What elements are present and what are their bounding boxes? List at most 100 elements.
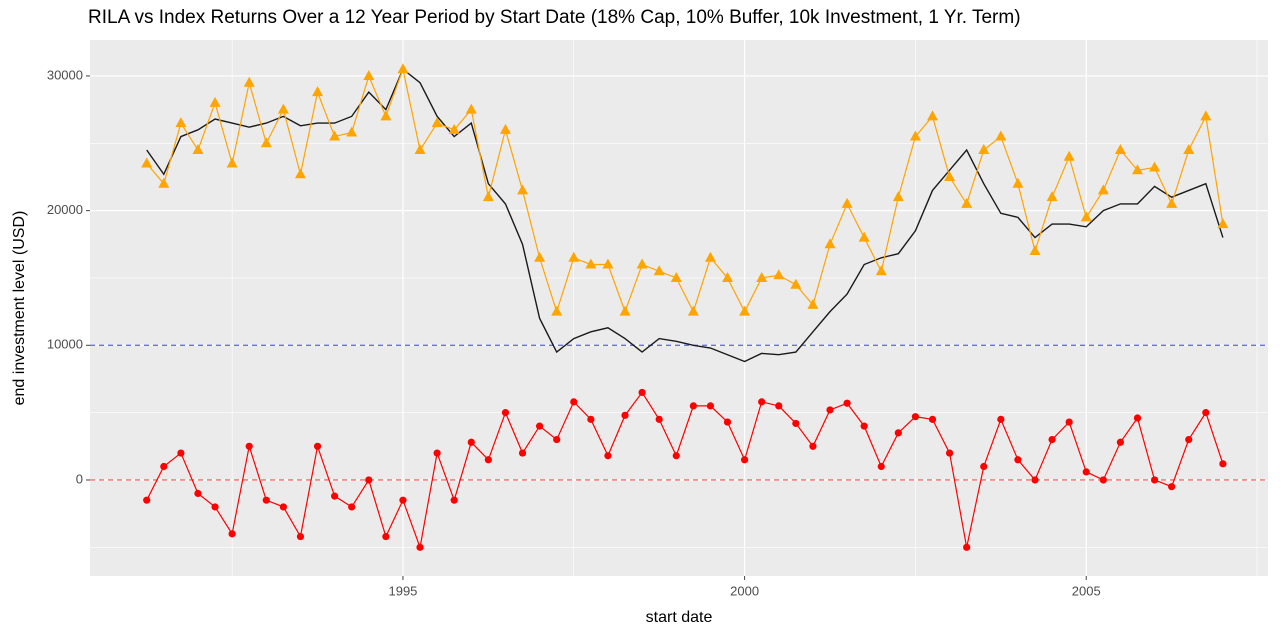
triangle-marker [1131,164,1143,175]
triangle-marker [909,130,921,141]
triangle-marker [790,278,802,289]
triangle-marker [602,258,614,269]
circle-marker [1099,476,1107,484]
circle-marker [1031,476,1039,484]
triangle-marker [517,184,529,195]
triangle-marker [619,305,631,316]
triangle-marker [927,110,939,121]
y-tick-label: 30000 [47,67,83,82]
circle-marker [980,462,988,471]
circle-marker [604,452,612,460]
circle-marker [399,496,407,504]
triangle-marker [1200,110,1212,121]
triangle-marker [1097,184,1109,195]
circle-marker [279,503,287,511]
triangle-marker [551,305,563,316]
circle-marker [689,402,697,410]
circle-marker [911,413,920,421]
triangle-marker [1063,150,1075,161]
triangle-marker [1149,161,1161,172]
circle-marker [1048,435,1056,444]
circle-marker [382,532,390,541]
triangle-marker [294,168,306,179]
triangle-marker [1114,144,1126,155]
chart-title: RILA vs Index Returns Over a 12 Year Per… [88,7,1021,28]
triangle-marker [858,231,870,242]
circle-marker [1185,435,1193,444]
triangle-marker [687,305,699,316]
circle-marker [1202,409,1210,417]
x-tick-label: 2005 [1072,583,1101,598]
triangle-marker [482,191,494,202]
circle-marker [1168,483,1176,491]
triangle-marker [226,157,238,168]
triangle-marker [636,258,648,269]
circle-marker [262,496,270,504]
circle-marker [160,462,168,471]
y-tick-label: 0 [76,471,83,486]
triangle-marker [568,251,580,262]
triangle-marker [312,86,324,97]
triangle-marker [260,137,272,148]
triangle-marker [414,144,426,155]
triangle-marker [192,144,204,155]
triangle-marker [209,96,221,107]
circle-marker [143,496,151,504]
circle-marker [211,503,219,511]
triangle-marker [773,269,785,280]
circle-marker [1133,414,1142,422]
triangle-marker [1080,211,1092,222]
x-axis-label: start date [646,609,713,626]
x-tick-label: 2000 [730,583,759,598]
circle-marker [997,415,1005,423]
circle-marker [467,438,475,446]
plot-panel [90,40,1268,576]
triangle-marker [175,117,187,128]
circle-marker [1082,468,1090,476]
circle-marker [809,442,817,450]
circle-marker [348,503,356,511]
circle-marker [1219,460,1227,468]
circle-marker [194,489,202,498]
circle-marker [587,415,595,423]
triangle-marker [961,197,973,208]
circle-marker [433,449,441,457]
circle-marker [758,398,766,406]
triangle-marker [380,110,392,121]
circle-marker [1014,456,1022,464]
circle-marker [877,462,885,471]
triangle-marker [585,258,597,269]
triangle-marker [807,298,819,309]
circle-marker [1065,418,1073,426]
triangle-marker [329,130,341,141]
triangle-marker [944,170,956,181]
circle-marker [963,543,971,551]
triangle-marker [670,271,682,282]
circle-marker [501,409,510,417]
circle-marker [706,402,715,410]
triangle-marker [1183,144,1195,155]
x-tick-label: 1995 [388,583,417,598]
triangle-marker [875,265,887,276]
triangle-marker [1217,218,1229,229]
triangle-marker [397,63,409,74]
series-line [146,391,1224,550]
circle-marker [638,388,646,397]
triangle-marker [978,144,990,155]
triangle-marker [448,123,460,134]
triangle-marker [243,76,255,87]
circle-marker [416,543,424,551]
triangle-marker [892,191,904,202]
triangle-marker [1166,197,1178,208]
circle-marker [621,411,629,419]
circle-marker [1116,438,1125,446]
circle-marker [536,422,544,430]
triangle-marker [704,251,716,262]
circle-marker [1150,476,1159,484]
series-line [146,67,1224,314]
triangle-marker [739,305,751,316]
circle-marker [826,406,834,414]
circle-marker [672,452,680,460]
y-axis-label: end investment level (USD) [11,211,28,406]
